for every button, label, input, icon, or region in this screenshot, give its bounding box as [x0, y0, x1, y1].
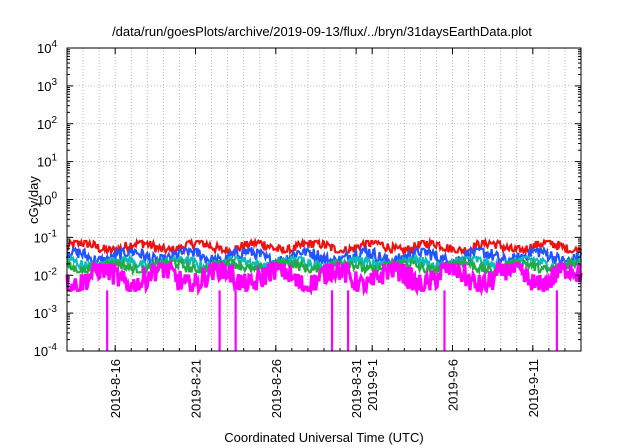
x-tick-label: 2019-9-6 — [446, 359, 461, 411]
y-tick-label: 102 — [37, 115, 57, 132]
x-tick-label: 2019-8-21 — [189, 359, 204, 418]
y-tick-label: 10-3 — [34, 304, 58, 321]
grid — [67, 47, 581, 352]
x-tick-label: 2019-9-1 — [365, 359, 380, 411]
series-line — [65, 257, 583, 297]
x-tick-label: 2019-8-16 — [108, 359, 123, 418]
series-line — [65, 245, 583, 269]
series-line — [65, 236, 583, 257]
data-series — [65, 236, 583, 351]
x-tick-label: 2019-9-11 — [526, 359, 541, 417]
y-axis: 10-4 10-3 10-2 10-1 100 101 102 103 104 — [34, 39, 581, 359]
y-tick-label: 100 — [37, 191, 57, 208]
y-tick-label: 103 — [37, 77, 57, 94]
y-axis-label: cGy/day — [26, 176, 41, 224]
y-tick-label: 104 — [37, 39, 57, 56]
x-axis-label: Coordinated Universal Time (UTC) — [224, 430, 423, 445]
chart-title: /data/run/goesPlots/archive/2019-09-13/f… — [112, 24, 532, 39]
x-tick-label: 2019-8-26 — [269, 359, 284, 418]
y-tick-label: 10-4 — [34, 342, 58, 359]
y-tick-label: 10-1 — [34, 228, 58, 245]
y-tick-label: 101 — [37, 153, 57, 170]
y-tick-label: 10-2 — [34, 266, 58, 283]
x-tick-label: 2019-8-31 — [349, 359, 364, 418]
x-axis: 2019-8-16 2019-8-21 2019-8-26 2019-8-31 2019… — [82, 48, 566, 418]
